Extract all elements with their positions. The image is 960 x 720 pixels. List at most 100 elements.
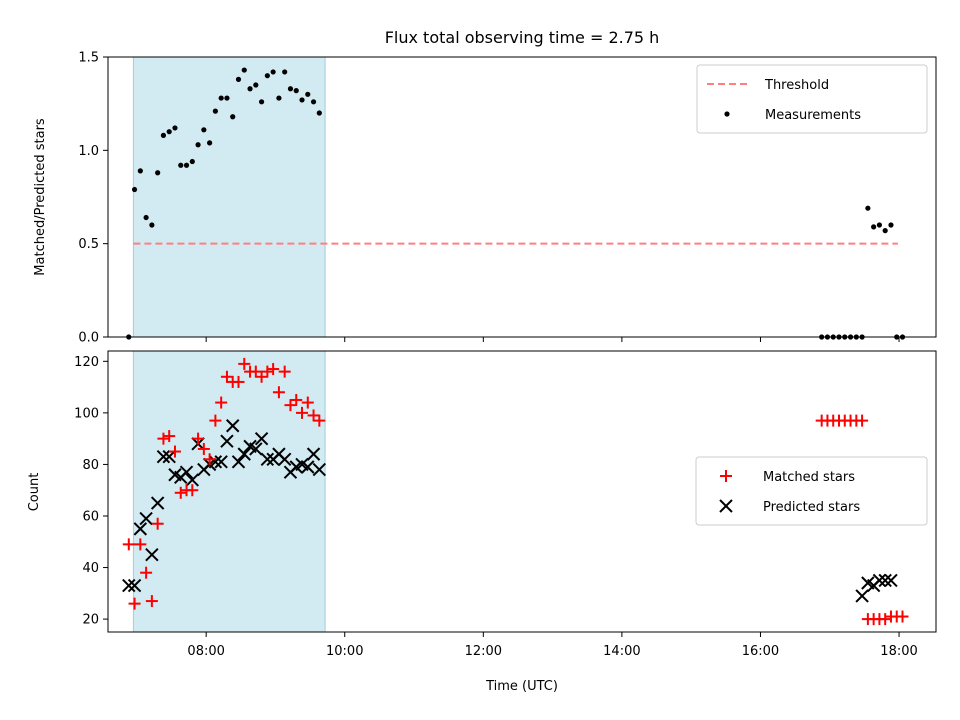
top-y-tick-label: 1.5 [78, 51, 99, 66]
predicted-point [249, 442, 263, 456]
matched-point [307, 409, 320, 422]
x-tick-label: 16:00 [742, 644, 779, 659]
predicted-point [156, 449, 171, 464]
matched-point [278, 365, 291, 378]
legend-measurements-swatch [724, 111, 730, 117]
x-tick-label: 08:00 [187, 644, 224, 659]
measurement-point [166, 129, 172, 135]
bottom-y-label: Count [27, 473, 42, 512]
top-x-ticks [205, 337, 900, 342]
measurement-point [270, 69, 276, 75]
matched-point [197, 442, 210, 455]
bottom-axes-frame [107, 350, 937, 633]
measurement-point [888, 222, 894, 228]
matched-point [203, 453, 216, 466]
matched-point [220, 370, 233, 383]
measurement-point [871, 224, 877, 230]
measurement-point [264, 73, 270, 79]
predicted-point [301, 460, 315, 474]
bottom-y-tick-label: 80 [82, 458, 99, 473]
legend-predicted-swatch [719, 499, 733, 513]
matched-point [255, 370, 268, 383]
top-axes: 0.0 0.5 1.0 1.5 Matched/Predicted stars Thr… [33, 51, 937, 346]
matched-point [174, 486, 187, 499]
matched-point [261, 365, 274, 378]
measurement-point [241, 67, 247, 73]
predicted-point [133, 522, 148, 536]
predicted-point [220, 434, 234, 448]
measurement-point [876, 222, 883, 228]
legend-predicted-label: Predicted stars [763, 500, 860, 515]
matched-point [249, 365, 262, 378]
bottom-legend-frame [695, 456, 928, 526]
predicted-point [139, 511, 153, 526]
legend-measurements-label: Measurements [765, 108, 861, 123]
measurement-point [137, 168, 143, 174]
measurement-point [282, 69, 288, 75]
measurement-point [287, 86, 294, 92]
matched-point [215, 396, 228, 409]
measurement-point [172, 125, 178, 131]
chart-title: Flux total observing time = 2.75 h [385, 28, 660, 47]
measurement-point [218, 95, 224, 101]
predicted-point [878, 573, 892, 588]
top-y-ticks: 0.0 0.5 1.0 1.5 [78, 51, 108, 346]
measurement-point [149, 222, 155, 228]
bottom-legend: Matched stars Predicted stars [695, 456, 928, 526]
x-tick-label: 10:00 [326, 644, 363, 659]
predicted-point [260, 452, 275, 466]
measurement-point [235, 76, 242, 82]
x-tick-label: 12:00 [465, 644, 502, 659]
measurement-point [258, 99, 265, 105]
bottom-y-tick-label: 40 [82, 561, 99, 576]
matched-point [134, 538, 147, 551]
matched-point [168, 445, 181, 458]
measurement-point [310, 99, 317, 105]
x-tick-label: 18:00 [880, 644, 917, 659]
matched-point [879, 613, 892, 626]
matched-point [140, 566, 153, 579]
predicted-point [208, 455, 223, 469]
predicted-point [306, 447, 321, 461]
predicted-point [214, 455, 228, 469]
top-y-tick-label: 1.0 [78, 144, 99, 159]
matched-point [151, 517, 164, 530]
matched-point [267, 363, 280, 376]
matched-point [284, 399, 297, 412]
matched-point [290, 393, 303, 406]
matched-point [232, 375, 245, 388]
top-shade [132, 56, 326, 338]
measurement-point [224, 95, 230, 101]
matched-point [186, 484, 199, 497]
measurement-point [131, 186, 138, 193]
measurement-point [247, 86, 253, 92]
predicted-point [884, 573, 898, 588]
predicted-point [185, 473, 200, 487]
bottom-y-tick-label: 100 [74, 406, 99, 421]
predicted-point [855, 589, 869, 603]
predicted-point [122, 578, 136, 593]
predicted-point [179, 465, 194, 479]
matched-point [272, 386, 285, 399]
measurement-point [212, 108, 218, 114]
matched-point [145, 595, 158, 608]
measurement-point [230, 114, 236, 120]
bottom-marks [122, 357, 909, 626]
measurement-point [253, 82, 259, 88]
predicted-point [277, 452, 292, 466]
matched-point [209, 414, 222, 427]
top-marks [126, 67, 906, 340]
measurement-point [160, 132, 167, 138]
predicted-point [231, 455, 246, 469]
matched-point [856, 414, 869, 427]
predicted-point [254, 431, 269, 446]
matched-point [301, 396, 314, 409]
measurement-point [276, 95, 282, 101]
bottom-y-tick-label: 20 [82, 613, 99, 628]
predicted-point [226, 419, 240, 433]
measurement-point [882, 228, 888, 234]
predicted-point [872, 573, 887, 588]
measurement-point [155, 170, 161, 176]
matched-point [157, 432, 170, 445]
